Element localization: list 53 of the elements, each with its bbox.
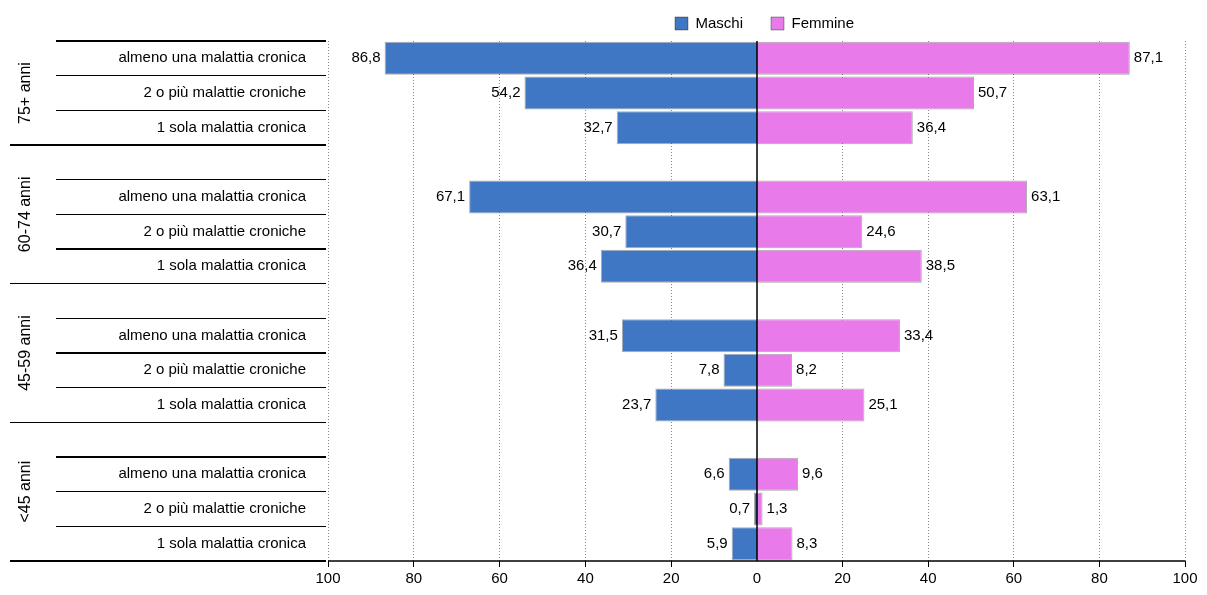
y-tick-label: 1 sola malattia cronica (156, 533, 307, 551)
data-label: 24,6 (866, 221, 896, 239)
y-tick-label: almeno una malattia cronica (118, 325, 307, 343)
data-label: 23,7 (622, 395, 652, 413)
data-label: 5,9 (706, 533, 728, 551)
text: 75+ anni (16, 62, 34, 124)
y-tick-label: 1 sola malattia cronica (156, 117, 307, 135)
data-label: 67,1 (435, 187, 466, 205)
data-label: 63,1 (1031, 187, 1061, 205)
x-tick-label: 40 (577, 569, 594, 587)
data-label: 38,5 (925, 256, 955, 274)
text: 45-59 anni (16, 315, 34, 391)
data-label: 6,6 (703, 464, 725, 482)
data-label: 87,1 (1133, 48, 1163, 66)
data-label: 8,3 (796, 533, 818, 551)
data-label: 50,7 (978, 83, 1008, 101)
data-label: 1,3 (766, 499, 788, 517)
data-label: 86,8 (351, 48, 381, 66)
legend-label: Maschi (695, 13, 743, 31)
x-tick-label: 60 (1005, 569, 1023, 587)
data-label: 31,5 (588, 325, 618, 343)
x-tick-label: 100 (315, 569, 341, 587)
x-tick-label: 80 (1091, 569, 1108, 587)
x-tick-label: 40 (919, 569, 937, 587)
x-tick-label: 100 (1172, 569, 1198, 587)
y-tick-label: almeno una malattia cronica (118, 464, 307, 482)
y-tick-label: 2 o più malattie croniche (143, 221, 306, 239)
y-tick-label: almeno una malattia cronica (118, 48, 307, 66)
x-tick-label: 20 (834, 569, 851, 587)
data-label: 8,2 (796, 360, 817, 378)
y-tick-label: almeno una malattia cronica (118, 187, 307, 205)
data-label: 32,7 (583, 117, 613, 135)
y-tick-label: 2 o più malattie croniche (143, 499, 306, 517)
x-tick-label: 0 (752, 569, 762, 587)
y-tick-label: 1 sola malattia cronica (156, 256, 307, 274)
legend-label: Femmine (791, 13, 855, 31)
data-label: 36,4 (567, 256, 597, 274)
data-label: 36,4 (916, 117, 946, 135)
y-tick-label: 2 o più malattie croniche (143, 83, 306, 101)
y-tick-label: 1 sola malattia cronica (156, 395, 307, 413)
data-label: 54,2 (491, 83, 521, 101)
text: 60-74 anni (16, 176, 34, 253)
y-tick-label: 2 o più malattie croniche (143, 360, 306, 378)
data-label: 7,8 (698, 360, 720, 378)
x-tick-label: 60 (491, 569, 508, 587)
x-tick-label: 20 (662, 569, 680, 587)
data-label: 25,1 (868, 395, 898, 413)
data-label: 30,7 (592, 221, 622, 239)
data-label: 0,7 (729, 499, 750, 517)
data-label: 9,6 (802, 464, 823, 482)
x-tick-label: 80 (405, 569, 423, 587)
data-label: 33,4 (903, 325, 934, 343)
text: <45 anni (16, 460, 34, 523)
